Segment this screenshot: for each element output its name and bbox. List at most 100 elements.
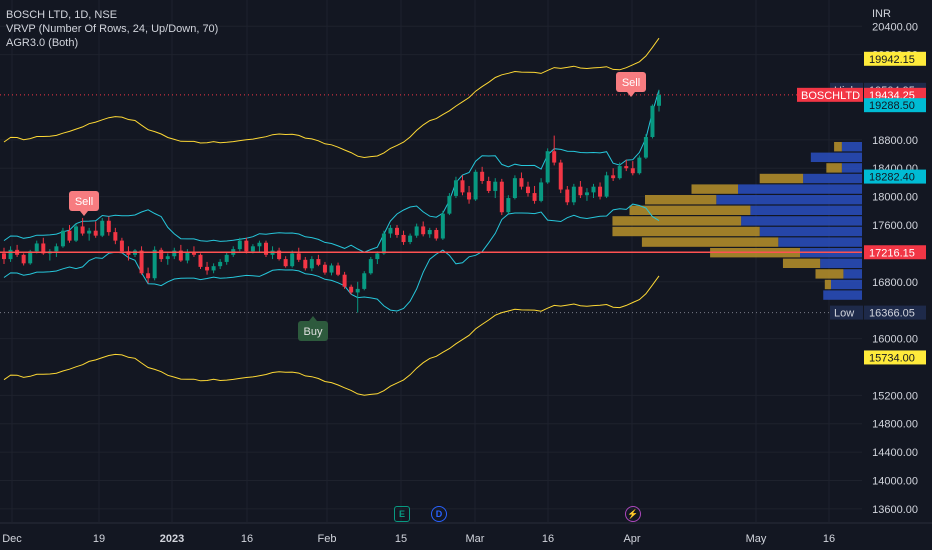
candle-body: [198, 254, 203, 267]
candle-body: [329, 265, 334, 273]
price-tag-bg: [864, 169, 926, 184]
candle-body: [165, 256, 170, 260]
candle-body: [93, 230, 98, 236]
candle-body: [60, 230, 65, 247]
vrvp-down-bar: [629, 205, 751, 215]
vrvp-down-bar: [645, 195, 717, 205]
signal-pointer: [80, 211, 88, 216]
agr-indicator-label[interactable]: AGR3.0 (Both): [6, 37, 79, 49]
vrvp-up-bar: [738, 184, 862, 194]
x-tick-label: 2023: [160, 533, 184, 545]
price-tag-value: 19288.50: [869, 100, 915, 112]
price-tag-value: 19942.15: [869, 54, 915, 66]
vrvp-up-bar: [810, 152, 862, 162]
y-tick-label: 16800.00: [872, 277, 918, 289]
x-tick-label: 16: [823, 533, 835, 545]
candle-body: [218, 261, 223, 267]
candle-body: [395, 227, 399, 235]
candle-body: [283, 259, 288, 267]
candle-body: [368, 259, 373, 274]
candle-body: [362, 273, 367, 289]
currency-label: INR: [872, 8, 891, 20]
price-tag-bg: [864, 51, 926, 66]
earnings-event-icon[interactable]: E: [394, 506, 410, 522]
x-tick-label: Dec: [2, 533, 22, 545]
vrvp-up-bar: [820, 258, 862, 268]
candle-body: [532, 193, 537, 201]
price-tag-value-bg: [864, 305, 926, 320]
candle-body: [126, 251, 131, 255]
price-tag-name-bg: [830, 305, 863, 320]
split-event-icon[interactable]: ⚡: [625, 506, 641, 522]
candle-body: [316, 259, 321, 265]
signal-label: Buy: [304, 326, 323, 338]
candle-body: [453, 180, 458, 196]
candle-body: [152, 249, 157, 279]
vrvp-up-bar: [803, 173, 862, 184]
candle-body: [159, 249, 164, 260]
dividend-event-icon[interactable]: D: [431, 506, 447, 522]
candle-body: [178, 250, 183, 261]
candle-body: [408, 235, 413, 243]
candle-body: [552, 151, 557, 163]
vrvp-up-bar: [843, 269, 862, 279]
x-tick-label: 16: [542, 533, 554, 545]
symbol-title[interactable]: BOSCH LTD, 1D, NSE: [6, 9, 118, 21]
candle-body: [21, 254, 26, 264]
signal-box: [69, 191, 99, 211]
candle-body: [41, 243, 46, 254]
vrvp-up-bar: [841, 142, 862, 152]
candle-body: [67, 230, 72, 241]
candle-body: [447, 195, 452, 214]
y-tick-label: 15200.00: [872, 390, 918, 402]
candle-body: [296, 253, 301, 260]
signal-label: Sell: [622, 77, 640, 89]
candle-body: [486, 181, 491, 191]
candle-body: [512, 178, 517, 199]
candle-body: [139, 250, 144, 274]
candle-body: [381, 233, 386, 254]
vrvp-up-bar: [716, 195, 862, 205]
vrvp-down-bar: [834, 142, 842, 152]
signal-box: [616, 72, 646, 92]
vrvp-indicator-label[interactable]: VRVP (Number Of Rows, 24, Up/Down, 70): [6, 23, 219, 35]
price-tag-value: 16366.05: [869, 308, 915, 320]
vrvp-down-bar: [824, 279, 831, 290]
y-tick-label: 13600.00: [872, 504, 918, 516]
candle-body: [355, 288, 360, 293]
candle-body: [506, 198, 511, 213]
x-tick-label: Apr: [623, 533, 640, 545]
candle-body: [303, 259, 308, 269]
outer-upper-band-line: [3, 37, 660, 159]
candle-body: [342, 274, 347, 287]
candle-body: [2, 253, 6, 260]
candle-body: [257, 242, 262, 247]
candle-body: [8, 249, 13, 260]
candle-body: [578, 186, 583, 196]
candle-body: [643, 137, 648, 158]
candle-body: [624, 166, 629, 169]
price-tag-value: 18282.40: [869, 172, 915, 184]
price-tag-value: 15734.00: [869, 352, 915, 364]
candle-body: [467, 192, 472, 200]
candle-body: [493, 181, 498, 191]
outer-lower-band-line: [3, 275, 660, 396]
price-tag-bg: [864, 350, 926, 365]
candle-body: [565, 189, 570, 203]
sell-signal-marker: Sell: [69, 191, 99, 216]
y-tick-label: 14400.00: [872, 447, 918, 459]
y-tick-label: 20400.00: [872, 21, 918, 33]
candle-body: [119, 240, 124, 252]
candle-body: [185, 251, 190, 261]
buy-signal-marker: Buy: [298, 316, 328, 341]
candle-body: [499, 181, 504, 213]
candle-body: [54, 246, 59, 252]
candle-body: [657, 94, 661, 106]
candle-body: [322, 264, 327, 273]
candle-body: [80, 226, 85, 234]
candle-body: [87, 230, 92, 234]
x-tick-label: 19: [93, 533, 105, 545]
price-tag-name-bg: [797, 87, 863, 102]
y-tick-label: 16000.00: [872, 334, 918, 346]
